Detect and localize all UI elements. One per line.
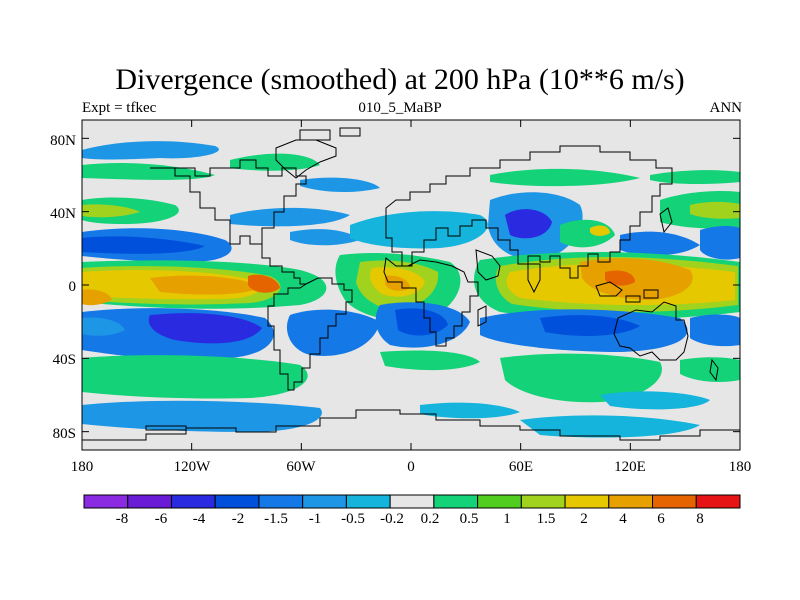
- lon-label-120e: 120E: [614, 459, 646, 475]
- coastlines: [82, 127, 740, 441]
- contour-band: [590, 225, 610, 236]
- colorbar-swatch: [608, 494, 654, 509]
- lat-label-80N: 80N: [50, 133, 76, 149]
- colorbar-swatch: [389, 494, 435, 509]
- coastline-antarctica: [82, 409, 740, 441]
- axis-ticks: [81, 120, 741, 450]
- lon-label-180w: 180: [70, 459, 94, 475]
- contour-band: [82, 204, 140, 218]
- coastline-south-america: [267, 277, 353, 391]
- contour-band: [620, 231, 700, 256]
- colorbar-swatch: [652, 494, 697, 509]
- contour-band: [700, 226, 740, 260]
- contour-band: [248, 274, 280, 293]
- contour-band: [150, 275, 262, 295]
- contour-band: [380, 350, 480, 371]
- coastline-eurasia: [385, 145, 673, 279]
- lat-label-40S: 40S: [52, 352, 76, 368]
- colorbar-swatch: [83, 494, 129, 509]
- contour-band: [82, 289, 112, 306]
- contour-band: [520, 415, 700, 438]
- lon-label-60w: 60W: [286, 459, 316, 475]
- lat-label-80S: 80S: [52, 426, 76, 442]
- colorbar-swatch: [695, 494, 741, 509]
- contour-band: [290, 229, 360, 246]
- colorbar-label: -6: [154, 511, 168, 527]
- colorbar-label: -8: [115, 511, 129, 527]
- coastline-new-zealand: [709, 358, 719, 382]
- lon-label-0: 0: [407, 459, 415, 475]
- colorbar-label: 2: [580, 511, 588, 527]
- contour-band: [395, 308, 448, 336]
- coastline-central-america: [261, 244, 306, 285]
- contour-band: [82, 400, 322, 432]
- lon-label-60e: 60E: [508, 459, 534, 475]
- contour-band: [286, 309, 380, 356]
- contour-band: [690, 201, 740, 219]
- colorbar-swatch: [345, 494, 391, 509]
- contour-band: [490, 168, 640, 187]
- lat-label-0: 0: [68, 279, 77, 295]
- lon-label-120w: 120W: [173, 459, 211, 475]
- coastline-australia: [613, 301, 689, 361]
- coastline-arctic-islands: [299, 127, 361, 141]
- colorbar-swatch: [433, 494, 479, 509]
- colorbar-swatch: [520, 494, 566, 509]
- colorbar-swatch: [302, 494, 347, 509]
- experiment-label: Expt = tfkec: [82, 100, 157, 116]
- contour-band: [230, 207, 350, 227]
- colorbar-swatch: [214, 494, 260, 509]
- contour-band: [148, 313, 262, 344]
- coastline-africa: [383, 257, 479, 347]
- colorbar-swatch: [258, 494, 304, 509]
- coastline-japan: [659, 207, 673, 234]
- colorbar-label: -0.5: [341, 511, 365, 527]
- colorbar-label: 0.5: [459, 511, 479, 527]
- colorbar-label: 8: [696, 511, 704, 527]
- lat-label-40N: 40N: [50, 206, 76, 222]
- contour-band: [82, 141, 219, 160]
- colorbar-label: -0.2: [380, 511, 404, 527]
- contour-band: [230, 153, 320, 171]
- coastline-india: [527, 263, 541, 294]
- colorbar-label: 1.5: [536, 511, 556, 527]
- contour-band: [690, 314, 740, 347]
- contour-band: [300, 177, 380, 193]
- colorbar-swatch: [127, 494, 172, 509]
- colorbar-swatch: [564, 494, 610, 509]
- colorbar-label: 1: [503, 511, 511, 527]
- colorbar: [83, 494, 741, 509]
- colorbar-swatch: [170, 494, 216, 509]
- colorbar-swatch: [477, 494, 522, 509]
- contour-band: [600, 391, 710, 410]
- coastline-arabia: [475, 249, 501, 281]
- contour-band: [82, 317, 125, 336]
- season-label: ANN: [709, 100, 743, 116]
- colorbar-label: -4: [192, 511, 206, 527]
- coastline-north-america: [150, 159, 307, 245]
- contour-band: [82, 236, 205, 254]
- divergence-field: [82, 120, 740, 450]
- colorbar-label: 0.2: [420, 511, 440, 527]
- colorbar-label: 6: [657, 511, 665, 527]
- coastline-se-asia-islands: [595, 281, 659, 303]
- colorbar-label: 4: [619, 511, 627, 527]
- run-label: 010_5_MaBP: [358, 100, 442, 116]
- contour-band: [420, 402, 520, 419]
- map-title: Divergence (smoothed) at 200 hPa (10**6 …: [115, 63, 685, 96]
- colorbar-label: -1.5: [264, 511, 288, 527]
- colorbar-label: -2: [231, 511, 245, 527]
- contour-band: [500, 353, 662, 403]
- contour-band: [385, 275, 410, 291]
- coastline-madagascar: [477, 305, 487, 327]
- contour-band: [350, 211, 488, 249]
- colorbar-label: -1: [308, 511, 322, 527]
- contour-band: [605, 270, 635, 286]
- lon-label-180e: 180: [728, 459, 752, 475]
- contour-band: [505, 209, 552, 239]
- coastline-antarctic-peninsula: [145, 425, 187, 431]
- contour-band: [580, 258, 693, 300]
- contour-band: [82, 355, 308, 399]
